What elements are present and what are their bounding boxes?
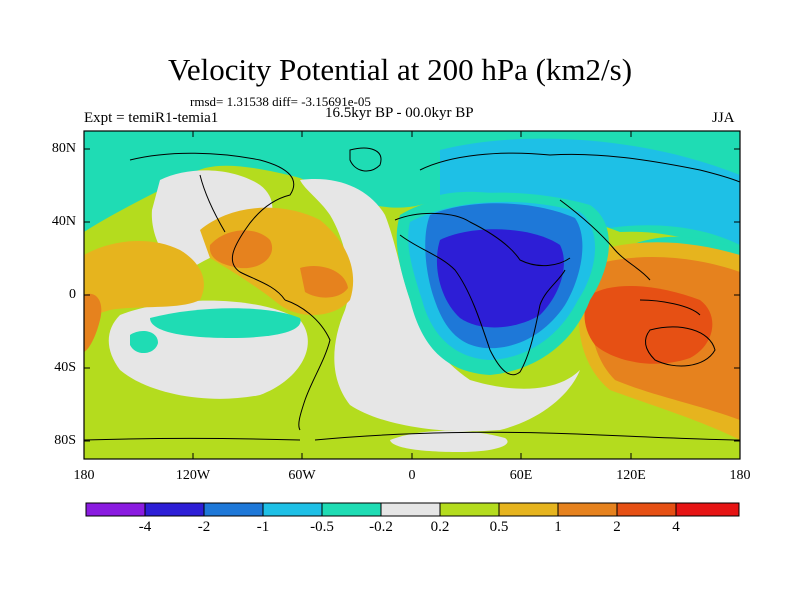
y-tick-label: 0 — [69, 287, 76, 302]
colorbar-label: -2 — [197, 519, 211, 535]
colorbar-swatch — [144, 502, 205, 517]
colorbar — [85, 502, 740, 517]
x-tick-label: 180 — [729, 468, 751, 483]
x-tick-label: 0 — [408, 468, 416, 483]
x-tick-label: 60W — [288, 468, 316, 483]
x-tick-label: 120E — [616, 468, 646, 483]
coastlines — [84, 147, 740, 441]
period-label: 16.5kyr BP - 00.0kyr BP — [325, 105, 474, 121]
x-tick-label: 60E — [509, 468, 533, 483]
colorbar-swatch — [498, 502, 559, 517]
contour-fill — [84, 131, 740, 459]
map-title: Velocity Potential at 200 hPa (km2/s) — [167, 52, 633, 87]
colorbar-swatch — [203, 502, 264, 517]
lat-ticks — [84, 148, 740, 442]
colorbar-swatch — [321, 502, 382, 517]
colorbar-swatch — [675, 502, 740, 517]
colorbar-swatch — [557, 502, 618, 517]
colorbar-label: -0.5 — [310, 519, 334, 535]
x-tick-label: 180 — [73, 468, 95, 483]
y-tick-label: 80N — [51, 141, 76, 156]
colorbar-swatch — [439, 502, 500, 517]
experiment-label: Expt = temiR1-temia1 — [84, 110, 219, 126]
colorbar-label: 4 — [672, 519, 680, 535]
colorbar-label: 0.5 — [489, 519, 509, 535]
x-tick-label: 120W — [175, 468, 211, 483]
y-tick-label: 40N — [51, 214, 76, 229]
colorbar-swatch — [380, 502, 441, 517]
colorbar-label: 1 — [554, 519, 562, 535]
colorbar-label: 2 — [613, 519, 621, 535]
colorbar-swatch — [616, 502, 677, 517]
stats-text: rmsd= 1.31538 diff= -3.15691e-05 — [190, 94, 371, 109]
y-tick-label: 40S — [54, 360, 76, 375]
colorbar-label: -4 — [138, 519, 152, 535]
colorbar-swatch — [85, 502, 146, 517]
y-tick-label: 80S — [54, 433, 76, 448]
lon-ticks — [192, 131, 632, 459]
colorbar-label: -0.2 — [369, 519, 393, 535]
colorbar-label: -1 — [256, 519, 270, 535]
season-label: JJA — [712, 110, 735, 126]
colorbar-label: 0.2 — [430, 519, 450, 535]
colorbar-swatch — [262, 502, 323, 517]
